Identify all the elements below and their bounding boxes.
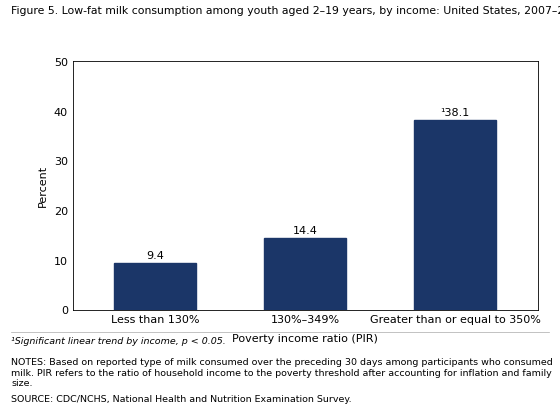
Text: 9.4: 9.4 (146, 250, 164, 260)
Text: ¹Significant linear trend by income, p < 0.05.: ¹Significant linear trend by income, p <… (11, 337, 226, 346)
Bar (414, 121, 496, 310)
Text: NOTES: Based on reported type of milk consumed over the preceding 30 days among : NOTES: Based on reported type of milk co… (11, 357, 553, 387)
Text: Figure 5. Low-fat milk consumption among youth aged 2–19 years, by income: Unite: Figure 5. Low-fat milk consumption among… (11, 6, 560, 16)
Bar (264, 238, 347, 310)
Y-axis label: Percent: Percent (38, 165, 48, 207)
Text: ¹38.1: ¹38.1 (441, 108, 470, 118)
Bar (114, 263, 197, 310)
Text: 14.4: 14.4 (293, 225, 318, 235)
Text: SOURCE: CDC/NCHS, National Health and Nutrition Examination Survey.: SOURCE: CDC/NCHS, National Health and Nu… (11, 394, 352, 404)
X-axis label: Poverty income ratio (PIR): Poverty income ratio (PIR) (232, 333, 378, 343)
